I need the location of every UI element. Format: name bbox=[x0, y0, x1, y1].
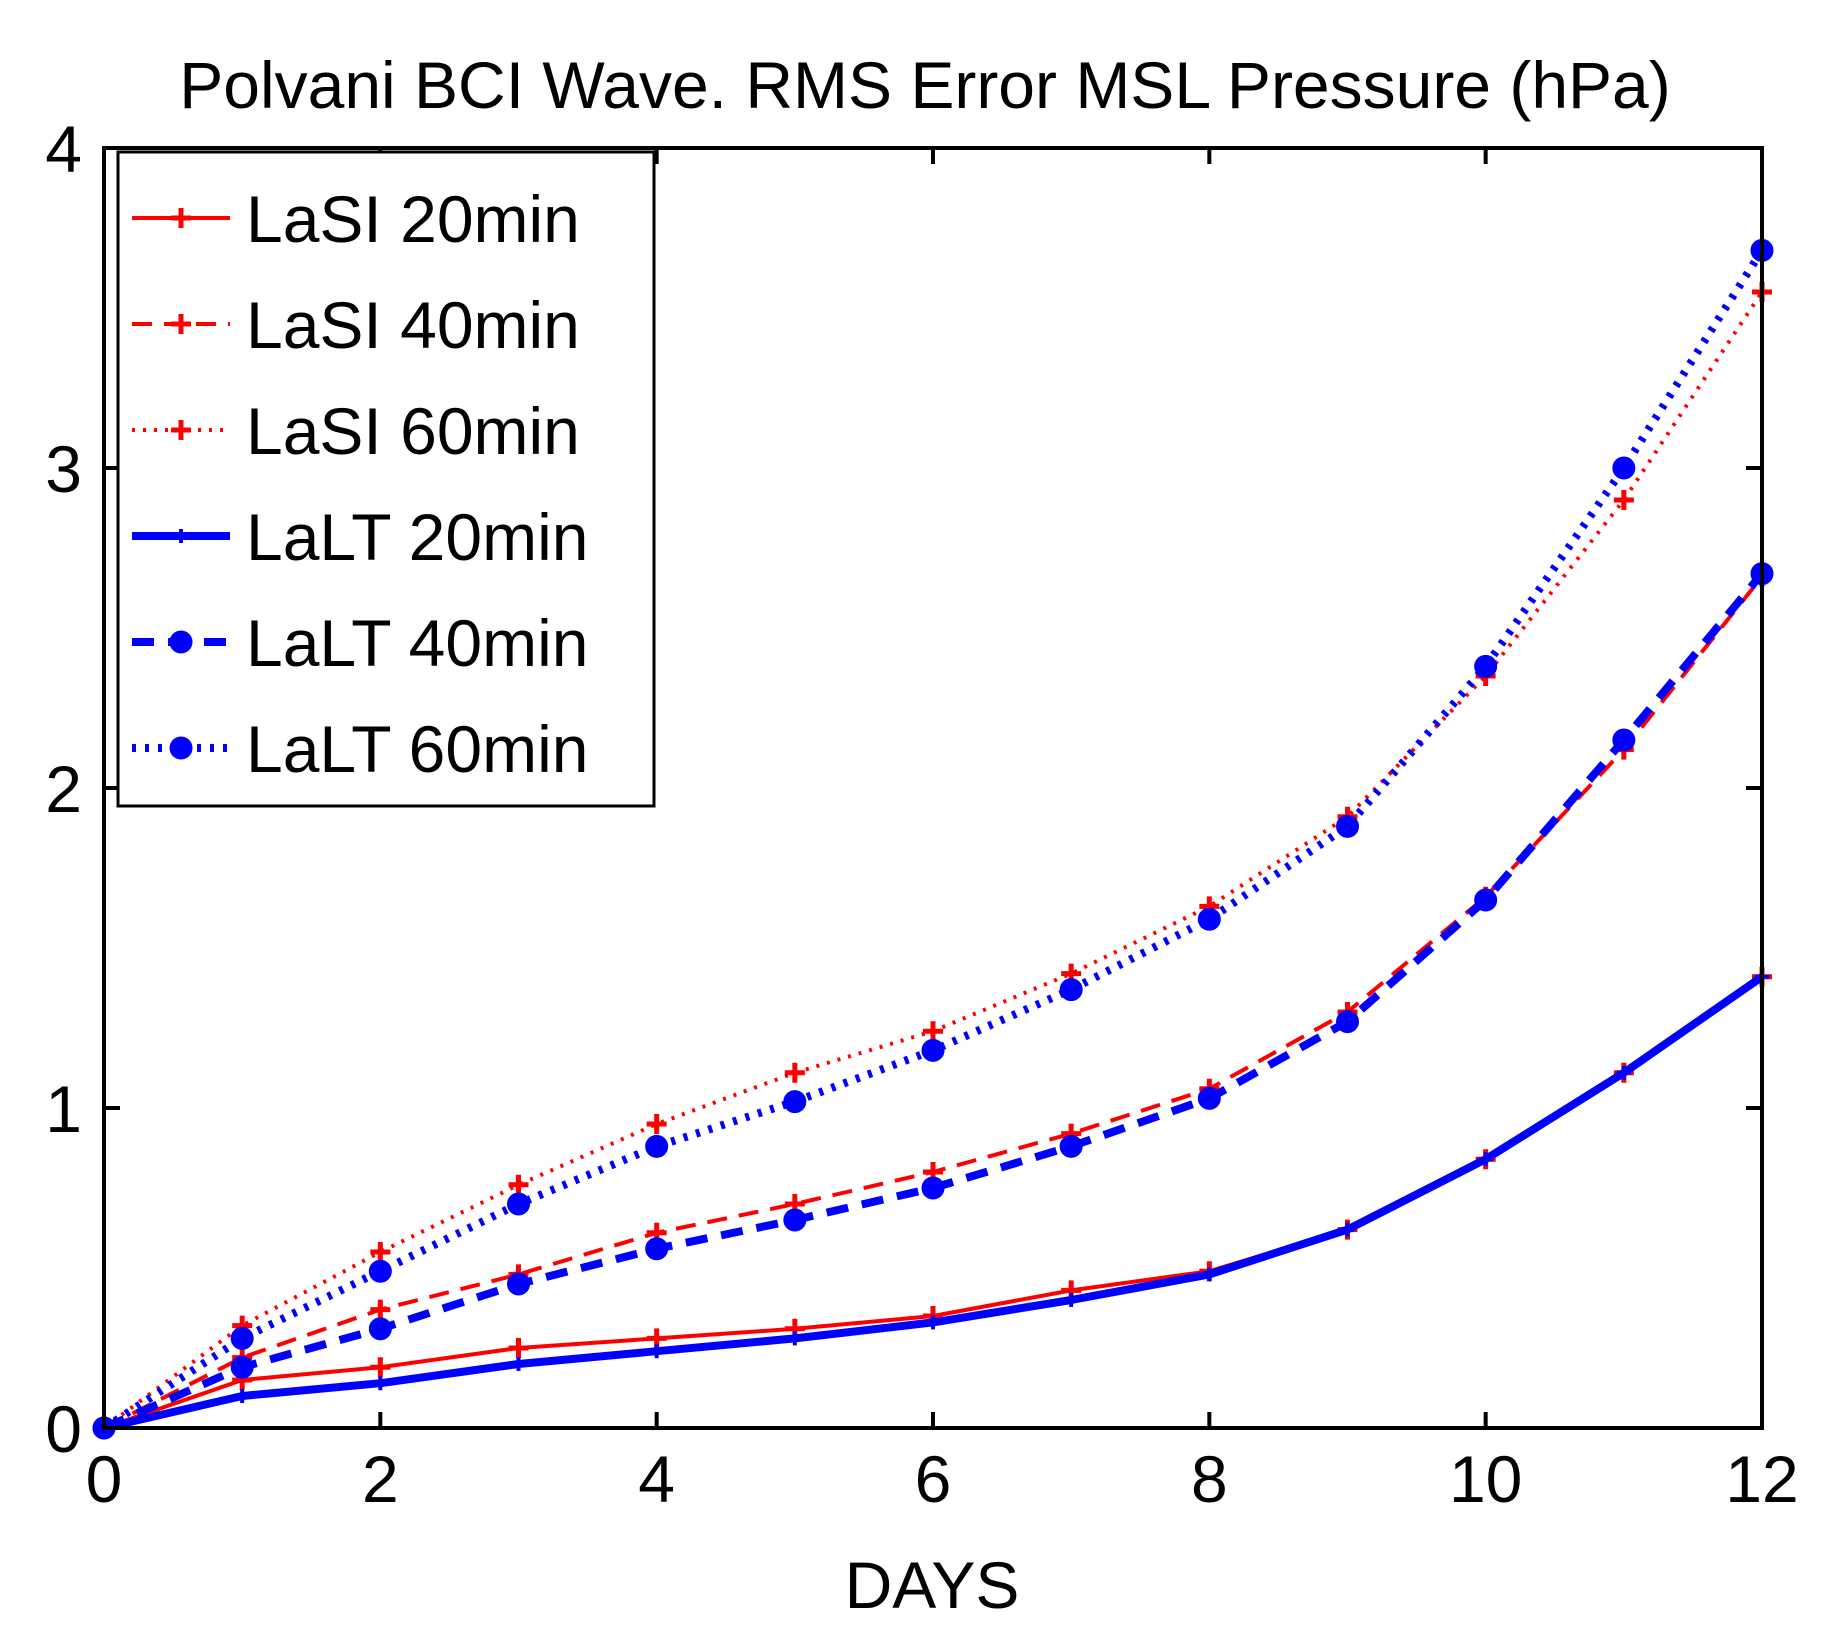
data-point bbox=[1059, 978, 1083, 1002]
x-tick-label: 0 bbox=[86, 1442, 123, 1516]
x-tick-label: 8 bbox=[1191, 1442, 1228, 1516]
data-point bbox=[921, 1038, 945, 1062]
legend-label: LaSI 60min bbox=[246, 394, 580, 468]
legend-entry: LaLT 20min bbox=[132, 500, 588, 574]
legend-marker bbox=[169, 736, 193, 760]
data-point bbox=[508, 1174, 529, 1195]
data-point bbox=[373, 1376, 388, 1391]
y-tick-label: 3 bbox=[45, 432, 82, 506]
legend-entry: LaSI 60min bbox=[132, 394, 580, 468]
data-point bbox=[1612, 728, 1636, 752]
data-point bbox=[368, 1259, 392, 1283]
axes-layer bbox=[102, 146, 1764, 1430]
legend-entry: LaSI 40min bbox=[132, 288, 580, 362]
data-point bbox=[1197, 907, 1221, 931]
data-point bbox=[787, 1331, 802, 1346]
data-point bbox=[230, 1355, 254, 1379]
legend-box bbox=[116, 150, 656, 808]
legend-entry: LaSI 20min bbox=[132, 182, 580, 256]
data-point bbox=[926, 1315, 940, 1330]
data-point bbox=[1340, 1222, 1355, 1237]
data-point bbox=[1336, 814, 1359, 838]
data-point bbox=[1474, 888, 1498, 912]
y-tick-label: 0 bbox=[45, 1392, 82, 1466]
data-point bbox=[645, 1134, 669, 1158]
data-point bbox=[370, 1357, 391, 1378]
legend-marker bbox=[169, 630, 193, 654]
legend-entry: LaLT 40min bbox=[132, 606, 588, 680]
data-point bbox=[923, 1021, 943, 1042]
data-point bbox=[370, 1299, 391, 1320]
data-point bbox=[507, 1272, 530, 1296]
legend-label: LaSI 40min bbox=[246, 288, 580, 362]
x-tick-label: 12 bbox=[1725, 1442, 1798, 1516]
data-point bbox=[511, 1357, 526, 1371]
data-point bbox=[784, 1062, 805, 1083]
series-lalt-20min bbox=[97, 969, 1769, 1435]
data-point bbox=[368, 1317, 392, 1341]
x-tick-label: 6 bbox=[915, 1442, 952, 1516]
y-tick-label: 1 bbox=[45, 1072, 82, 1146]
data-point bbox=[1064, 1293, 1079, 1307]
data-point bbox=[1197, 1086, 1221, 1110]
legend: LaSI 20min LaSI 40min LaSI 60min LaLT 20min… bbox=[116, 150, 656, 808]
data-point bbox=[1059, 1134, 1083, 1158]
data-point bbox=[783, 1090, 807, 1114]
data-point bbox=[1612, 456, 1636, 480]
data-point bbox=[646, 1114, 667, 1134]
data-point bbox=[1478, 1152, 1493, 1167]
data-point bbox=[508, 1338, 529, 1358]
data-point bbox=[649, 1344, 664, 1359]
legend-entry: LaLT 60min bbox=[132, 712, 588, 786]
data-point bbox=[1336, 1010, 1359, 1034]
legend-marker bbox=[174, 529, 188, 543]
data-point bbox=[645, 1237, 669, 1261]
legend-label: LaSI 20min bbox=[246, 182, 580, 256]
legend-marker bbox=[171, 314, 191, 334]
data-point bbox=[1616, 1065, 1631, 1080]
series-layer bbox=[92, 238, 1774, 1440]
data-point bbox=[1202, 1267, 1217, 1282]
legend-label: LaLT 60min bbox=[246, 712, 588, 786]
x-axis-label: DAYS bbox=[845, 1548, 1020, 1622]
series-lalt-60min bbox=[92, 238, 1774, 1440]
data-point bbox=[370, 1242, 391, 1262]
data-point bbox=[1613, 490, 1634, 510]
data-point bbox=[230, 1326, 254, 1350]
x-tick-label: 2 bbox=[362, 1442, 399, 1516]
data-point bbox=[507, 1192, 530, 1216]
x-tick-label: 10 bbox=[1449, 1442, 1522, 1516]
data-point bbox=[921, 1176, 945, 1200]
legend-label: LaLT 20min bbox=[246, 500, 588, 574]
y-tick-label: 4 bbox=[45, 112, 82, 186]
y-tick-label: 2 bbox=[45, 752, 82, 826]
data-point bbox=[1474, 654, 1498, 678]
legend-marker bbox=[171, 208, 191, 228]
legend-label: LaLT 40min bbox=[246, 606, 588, 680]
x-tick-label: 4 bbox=[638, 1442, 675, 1516]
legend-marker bbox=[171, 420, 191, 440]
data-point bbox=[783, 1208, 807, 1232]
chart-title: Polvani BCI Wave. RMS Error MSL Pressure… bbox=[179, 48, 1671, 122]
series-lalt-40min bbox=[92, 562, 1774, 1440]
data-point bbox=[235, 1389, 250, 1403]
